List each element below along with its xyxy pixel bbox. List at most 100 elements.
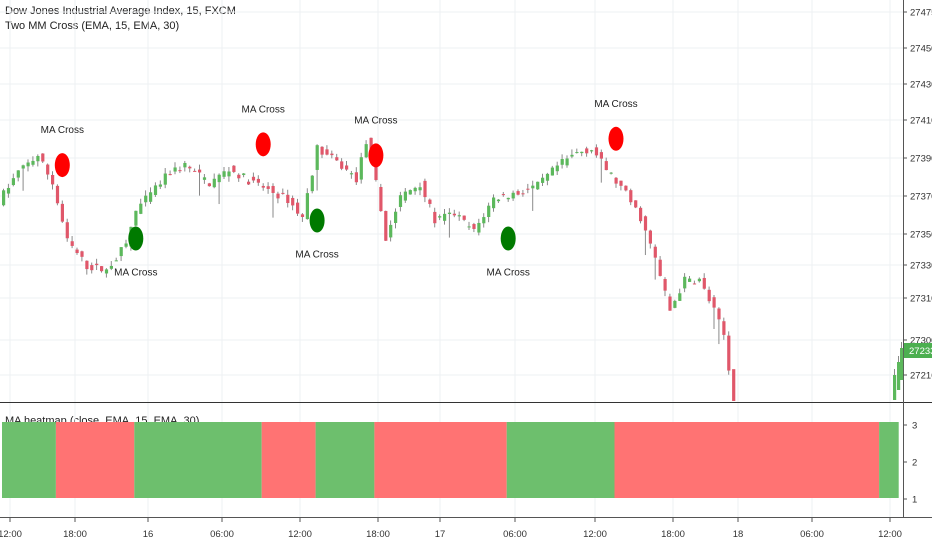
candle (550, 167, 554, 176)
candle (124, 243, 128, 247)
sell-signal-marker (608, 126, 624, 151)
price-tick-label: 27216 (910, 371, 932, 382)
candle (349, 173, 354, 175)
candle (46, 164, 50, 175)
candle (247, 181, 251, 185)
candle (340, 161, 344, 169)
candle (80, 251, 84, 257)
candle (345, 165, 349, 170)
candle (291, 197, 295, 206)
candle (727, 335, 731, 371)
candle (41, 153, 45, 162)
candle (545, 173, 550, 181)
candle (394, 211, 398, 223)
candle (266, 186, 270, 189)
candle (443, 213, 447, 221)
time-tick-label: 18 (733, 529, 744, 540)
candle (21, 165, 25, 169)
candle (590, 150, 594, 152)
candle (614, 177, 618, 184)
candle (560, 159, 564, 165)
candle (897, 362, 901, 390)
price-tick-label: 27390 (910, 154, 932, 165)
candle (717, 308, 721, 320)
candle (541, 177, 545, 183)
candle (423, 180, 427, 198)
heatmap-segment (614, 422, 880, 498)
signal-label: MA Cross (487, 268, 530, 279)
buy-signal-marker (309, 208, 325, 233)
candle (413, 187, 417, 192)
candle (692, 283, 697, 285)
signal-label: MA Cross (295, 250, 338, 261)
candle (702, 277, 706, 289)
candle (467, 226, 471, 228)
candle (2, 190, 6, 206)
candle (712, 297, 716, 308)
candle (100, 266, 104, 272)
candle (487, 205, 491, 217)
candle (364, 144, 368, 158)
heatmap-segment (55, 422, 135, 498)
candle (359, 157, 363, 180)
candle (153, 185, 158, 195)
candle (438, 216, 442, 218)
heatmap-segment (879, 422, 899, 498)
candle (511, 192, 515, 199)
time-tick-label: 18:00 (661, 529, 685, 540)
candle (683, 276, 687, 289)
candle (271, 185, 275, 193)
candle (668, 296, 672, 311)
candle (418, 187, 422, 191)
candle (31, 160, 35, 165)
time-tick-label: 16 (143, 529, 154, 540)
candle (639, 207, 643, 222)
candle (374, 158, 378, 181)
price-tick-label: 27300 (910, 336, 932, 347)
candle (261, 185, 265, 188)
candle (398, 195, 403, 207)
signal-label: MA Cross (114, 268, 157, 279)
candle (251, 176, 256, 181)
candle (472, 224, 476, 229)
candle (648, 230, 652, 244)
candle (60, 203, 64, 222)
candle (320, 146, 324, 155)
candle (168, 174, 172, 176)
candle (330, 153, 334, 156)
heatmap-segment (134, 422, 262, 498)
candle (6, 187, 11, 194)
candle (114, 260, 118, 262)
time-tick-label: 06:00 (800, 529, 824, 540)
candle (536, 181, 540, 190)
heatmap-tick-label: 3 (912, 421, 917, 432)
candle (198, 169, 202, 173)
candle (232, 165, 236, 172)
candle (85, 260, 89, 270)
candle (139, 203, 143, 214)
candle (384, 210, 388, 241)
candle (325, 149, 329, 155)
candle (643, 216, 648, 231)
signal-label: MA Cross (242, 104, 285, 115)
heatmap-tick-label: 1 (912, 495, 917, 506)
price-tick-label: 27370 (910, 192, 932, 203)
candle (403, 191, 407, 201)
candle (570, 154, 574, 157)
candle (594, 147, 599, 156)
heatmap-segment (315, 422, 375, 498)
candle (90, 265, 94, 271)
candle (354, 172, 358, 183)
candle (482, 217, 486, 224)
candle (575, 152, 579, 154)
price-tick-label: 27310 (910, 294, 932, 305)
signal-label: MA Cross (354, 115, 397, 126)
sell-signal-marker (368, 143, 384, 168)
candle (732, 369, 736, 401)
candle (217, 174, 221, 183)
candle (653, 246, 657, 258)
candle (11, 178, 15, 186)
